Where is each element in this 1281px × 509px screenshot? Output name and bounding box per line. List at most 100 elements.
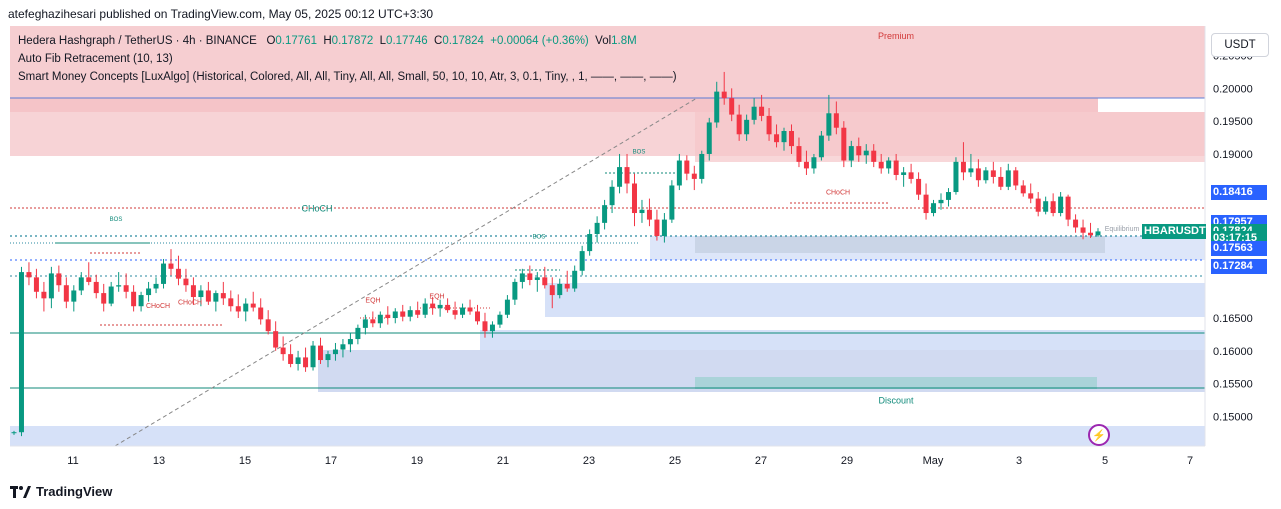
candle[interactable] [609,186,615,206]
candle[interactable] [826,113,832,136]
candle[interactable] [617,167,623,187]
candle[interactable] [190,285,196,298]
candle[interactable] [56,273,62,286]
candle[interactable] [325,354,331,361]
candle[interactable] [153,283,159,289]
candle[interactable] [908,172,914,179]
candle[interactable] [1080,227,1086,233]
candle[interactable] [385,314,391,319]
candle[interactable] [931,203,937,214]
candle[interactable] [587,234,593,252]
candle[interactable] [430,303,436,309]
candle[interactable] [93,281,99,294]
candle[interactable] [923,194,929,214]
candle[interactable] [280,347,286,355]
candle[interactable] [235,306,241,312]
candle[interactable] [228,298,234,307]
candle[interactable] [175,268,181,279]
candle[interactable] [71,290,77,302]
indicator-fib[interactable]: Auto Fib Retracement (10, 13) [18,53,173,65]
candle[interactable] [1058,196,1064,214]
candle[interactable] [138,295,144,307]
candle[interactable] [998,176,1004,187]
candle[interactable] [1073,219,1079,228]
candle[interactable] [1095,231,1101,236]
candle[interactable] [340,344,346,350]
candle[interactable] [721,91,727,99]
candle[interactable] [691,173,697,179]
candle[interactable] [460,307,466,315]
candle[interactable] [646,209,652,220]
candle[interactable] [744,119,750,135]
candle[interactable] [437,304,443,309]
candle[interactable] [445,304,451,311]
candle[interactable] [654,219,660,236]
candle[interactable] [796,146,802,162]
candle[interactable] [759,106,765,116]
candle[interactable] [901,172,907,175]
candle[interactable] [1065,196,1071,220]
symbol-title[interactable]: Hedera Hashgraph / TetherUS · 4h · BINAN… [18,35,257,47]
candle[interactable] [1005,170,1011,187]
candle[interactable] [945,192,951,200]
candle[interactable] [833,113,839,128]
candle[interactable] [131,291,137,307]
candle[interactable] [168,263,174,269]
candle[interactable] [273,331,279,348]
candle[interactable] [676,160,682,186]
candle[interactable] [549,285,555,296]
candle[interactable] [452,310,458,315]
candle[interactable] [475,311,481,322]
candle[interactable] [766,115,772,135]
candle[interactable] [243,303,249,312]
candle[interactable] [960,161,966,173]
candle[interactable] [938,199,944,204]
candle[interactable] [415,310,421,315]
candle[interactable] [183,278,189,286]
candle[interactable] [482,321,488,332]
candle[interactable] [347,339,353,345]
candle[interactable] [1050,201,1056,214]
candle[interactable] [1020,185,1026,194]
candle[interactable] [729,98,735,115]
candle[interactable] [975,168,981,181]
candle[interactable] [265,319,271,332]
lightning-icon[interactable]: ⚡ [1088,424,1110,446]
candle[interactable] [572,270,578,289]
candle[interactable] [392,311,398,319]
candle[interactable] [295,357,301,364]
candle[interactable] [953,161,959,193]
candle[interactable] [370,319,376,324]
candle[interactable] [564,283,570,289]
candle[interactable] [684,160,690,174]
candle[interactable] [893,160,899,175]
candle[interactable] [841,127,847,161]
candle[interactable] [788,131,794,147]
candle[interactable] [116,285,122,287]
candle[interactable] [86,277,92,282]
currency-button[interactable]: USDT [1211,33,1269,57]
candle[interactable] [1088,232,1094,236]
candle[interactable] [1043,201,1049,212]
candle[interactable] [48,273,54,299]
candle[interactable] [736,114,742,135]
candle[interactable] [714,91,720,123]
candle[interactable] [407,310,413,317]
candle[interactable] [377,314,383,324]
candle[interactable] [11,432,17,434]
candle[interactable] [781,131,787,143]
candle[interactable] [818,135,824,158]
candle[interactable] [527,273,533,280]
candle[interactable] [303,357,309,368]
candle[interactable] [489,324,495,332]
candle[interactable] [161,263,167,284]
candle[interactable] [362,319,368,328]
candle[interactable] [18,272,24,433]
candle[interactable] [78,277,84,291]
candle[interactable] [26,272,32,278]
candle[interactable] [1013,170,1019,186]
candle[interactable] [101,293,107,304]
candle[interactable] [400,311,406,317]
candle[interactable] [63,285,69,302]
candle[interactable] [594,222,600,235]
